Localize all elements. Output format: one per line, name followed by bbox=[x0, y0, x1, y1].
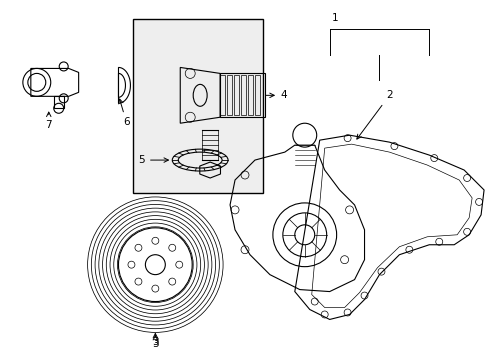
Text: 7: 7 bbox=[45, 112, 52, 130]
Text: 2: 2 bbox=[356, 90, 392, 139]
Circle shape bbox=[118, 228, 192, 302]
Text: 1: 1 bbox=[331, 13, 337, 23]
Text: 3: 3 bbox=[152, 333, 158, 347]
Text: 6: 6 bbox=[119, 99, 129, 127]
Text: 5: 5 bbox=[138, 155, 168, 165]
Text: 3: 3 bbox=[152, 336, 158, 350]
Bar bbox=[220, 73, 264, 117]
Text: 4: 4 bbox=[265, 90, 287, 100]
Bar bbox=[133, 19, 263, 193]
